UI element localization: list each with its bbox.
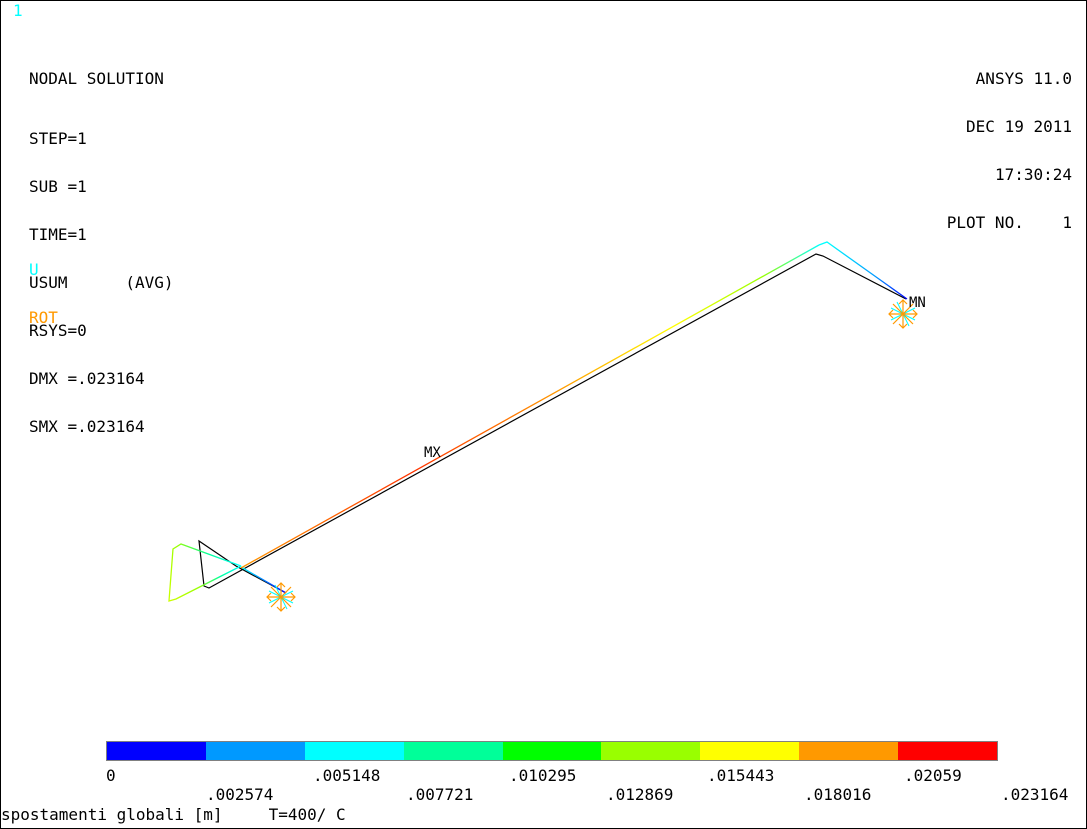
result-item-line: USUM (AVG) [29, 273, 174, 292]
plot-time: 17:30:24 [994, 165, 1072, 184]
legend-u-label: U [29, 260, 39, 279]
plot-number: PLOT NO. 1 [946, 213, 1072, 232]
window-number: 1 [13, 1, 23, 20]
legend-rot-label: ROT [29, 308, 58, 327]
solution-info-panel: NODAL SOLUTION STEP=1 SUB =1 TIME=1 USUM… [29, 39, 174, 467]
boundary-legend: U ROT [29, 230, 68, 358]
colorbar-band-6 [601, 742, 701, 760]
colorbar-band-8 [799, 742, 899, 760]
colorbar-band-4 [403, 742, 503, 760]
plot-date: DEC 19 2011 [966, 117, 1072, 136]
step-line: STEP=1 [29, 129, 87, 148]
deformed-left-loop [168, 543, 242, 602]
deformed-right-segment [818, 241, 908, 300]
solution-title: NODAL SOLUTION [29, 69, 164, 88]
min-marker: MN [909, 295, 926, 311]
right-support-icon [888, 299, 918, 329]
contour-colorbar [106, 741, 998, 761]
plot-footer: spostamenti globali [m] T=400/ C [1, 807, 346, 823]
dmx-line: DMX =.023164 [29, 369, 145, 388]
footer-temperature: T=400/ C [268, 805, 346, 824]
substep-line: SUB =1 [29, 177, 87, 196]
footer-description: spostamenti globali [m] [1, 805, 223, 824]
time-line: TIME=1 [29, 225, 87, 244]
deformed-main-pipe [240, 244, 820, 569]
left-support-icon [266, 582, 296, 612]
rsys-line: RSYS=0 [29, 321, 87, 340]
colorbar-band-9 [898, 742, 998, 760]
program-info-panel: ANSYS 11.0 DEC 19 2011 17:30:24 PLOT NO.… [947, 39, 1072, 263]
undeformed-shape [198, 253, 907, 594]
colorbar-band-7 [700, 742, 800, 760]
deformed-left-support-segment [240, 566, 287, 594]
max-marker: MX [424, 445, 441, 461]
colorbar-band-1 [107, 742, 206, 760]
colorbar-band-3 [304, 742, 404, 760]
colorbar-band-5 [502, 742, 602, 760]
smx-line: SMX =.023164 [29, 417, 145, 436]
program-version: ANSYS 11.0 [975, 69, 1072, 88]
colorbar-band-2 [205, 742, 305, 760]
